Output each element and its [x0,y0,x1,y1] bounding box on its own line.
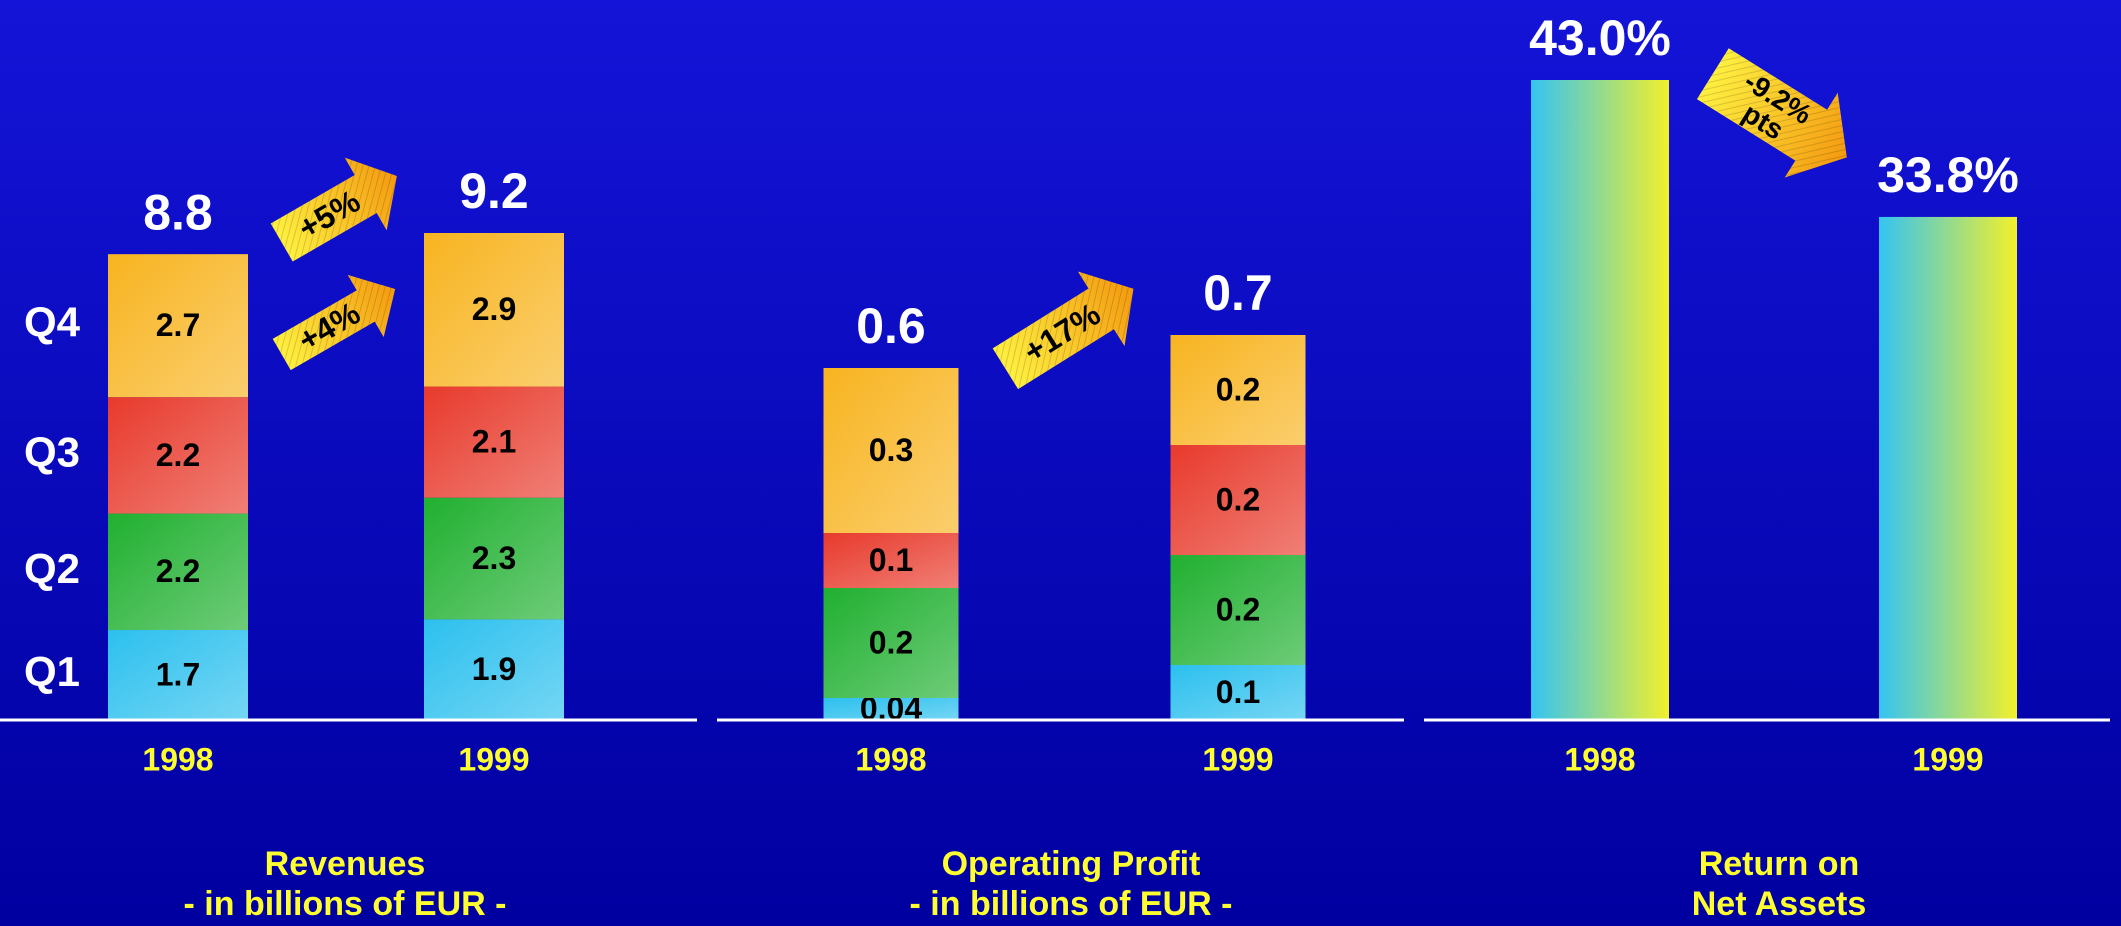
segment-label: 2.2 [156,437,200,473]
segment-label: 2.9 [472,291,516,327]
total-label: 8.8 [143,184,213,240]
arrow-hatch [992,271,1134,390]
x-tick-label: 1998 [855,741,926,777]
x-tick-label: 1998 [1564,741,1635,777]
segment-label: 0.2 [1216,591,1260,627]
panel-title: Operating Profit [942,845,1201,883]
segment-label: 0.2 [869,624,913,660]
segment-shine [108,630,248,720]
series-label: Q2 [24,545,80,592]
panel-title: - in billions of EUR - [910,885,1233,923]
panel-title: - in billions of EUR - [184,885,507,923]
segment-shine [823,368,959,533]
segment-shine [823,533,959,588]
segment-shine [108,397,248,514]
segment-shine [1170,335,1306,445]
segment-label: 2.7 [156,307,200,343]
x-tick-label: 1998 [142,741,213,777]
segment-label: 1.9 [472,651,516,687]
decline-arrow: -9.2% pts [1696,48,1847,178]
bar [1531,80,1669,720]
total-label: 0.6 [856,298,926,354]
segment-label: 0.2 [1216,371,1260,407]
arrow-hatch [272,274,396,371]
segment-shine [424,233,564,387]
segment-label: 2.2 [156,553,200,589]
panel-title: Net Assets [1692,885,1866,923]
segment-label: 2.1 [472,424,516,460]
segment-shine [1170,665,1306,720]
series-label: Q3 [24,428,80,475]
segment-shine [823,588,959,698]
segment-shine [424,497,564,620]
value-label: 43.0% [1529,10,1671,66]
arrow-hatch [270,157,397,262]
series-label: Q4 [24,299,81,346]
series-label: Q1 [24,648,80,695]
segment-shine [108,254,248,398]
segment-label: 0.1 [1216,674,1260,710]
bar [1879,216,2017,720]
segment-shine [424,386,564,498]
total-label: 0.7 [1203,265,1273,321]
x-tick-label: 1999 [1202,741,1273,777]
segment-label: 0.2 [1216,481,1260,517]
panel-title: Revenues [265,845,426,883]
x-tick-label: 1999 [458,741,529,777]
segment-label: 2.3 [472,540,516,576]
segment-shine [1170,555,1306,665]
panel-title: Return on [1699,845,1860,883]
arrow-hatch [1696,48,1847,178]
value-label: 33.8% [1877,147,2019,203]
total-label: 9.2 [459,163,529,219]
segment-shine [424,619,564,720]
segment-label: 0.3 [869,432,913,468]
segment-label: 1.7 [156,656,200,692]
segment-shine [108,513,248,631]
x-tick-label: 1999 [1912,741,1983,777]
segment-shine [823,698,959,720]
growth-arrow: +17% [992,271,1134,390]
segment-shine [1170,445,1306,555]
segment-label: 0.1 [869,542,913,578]
